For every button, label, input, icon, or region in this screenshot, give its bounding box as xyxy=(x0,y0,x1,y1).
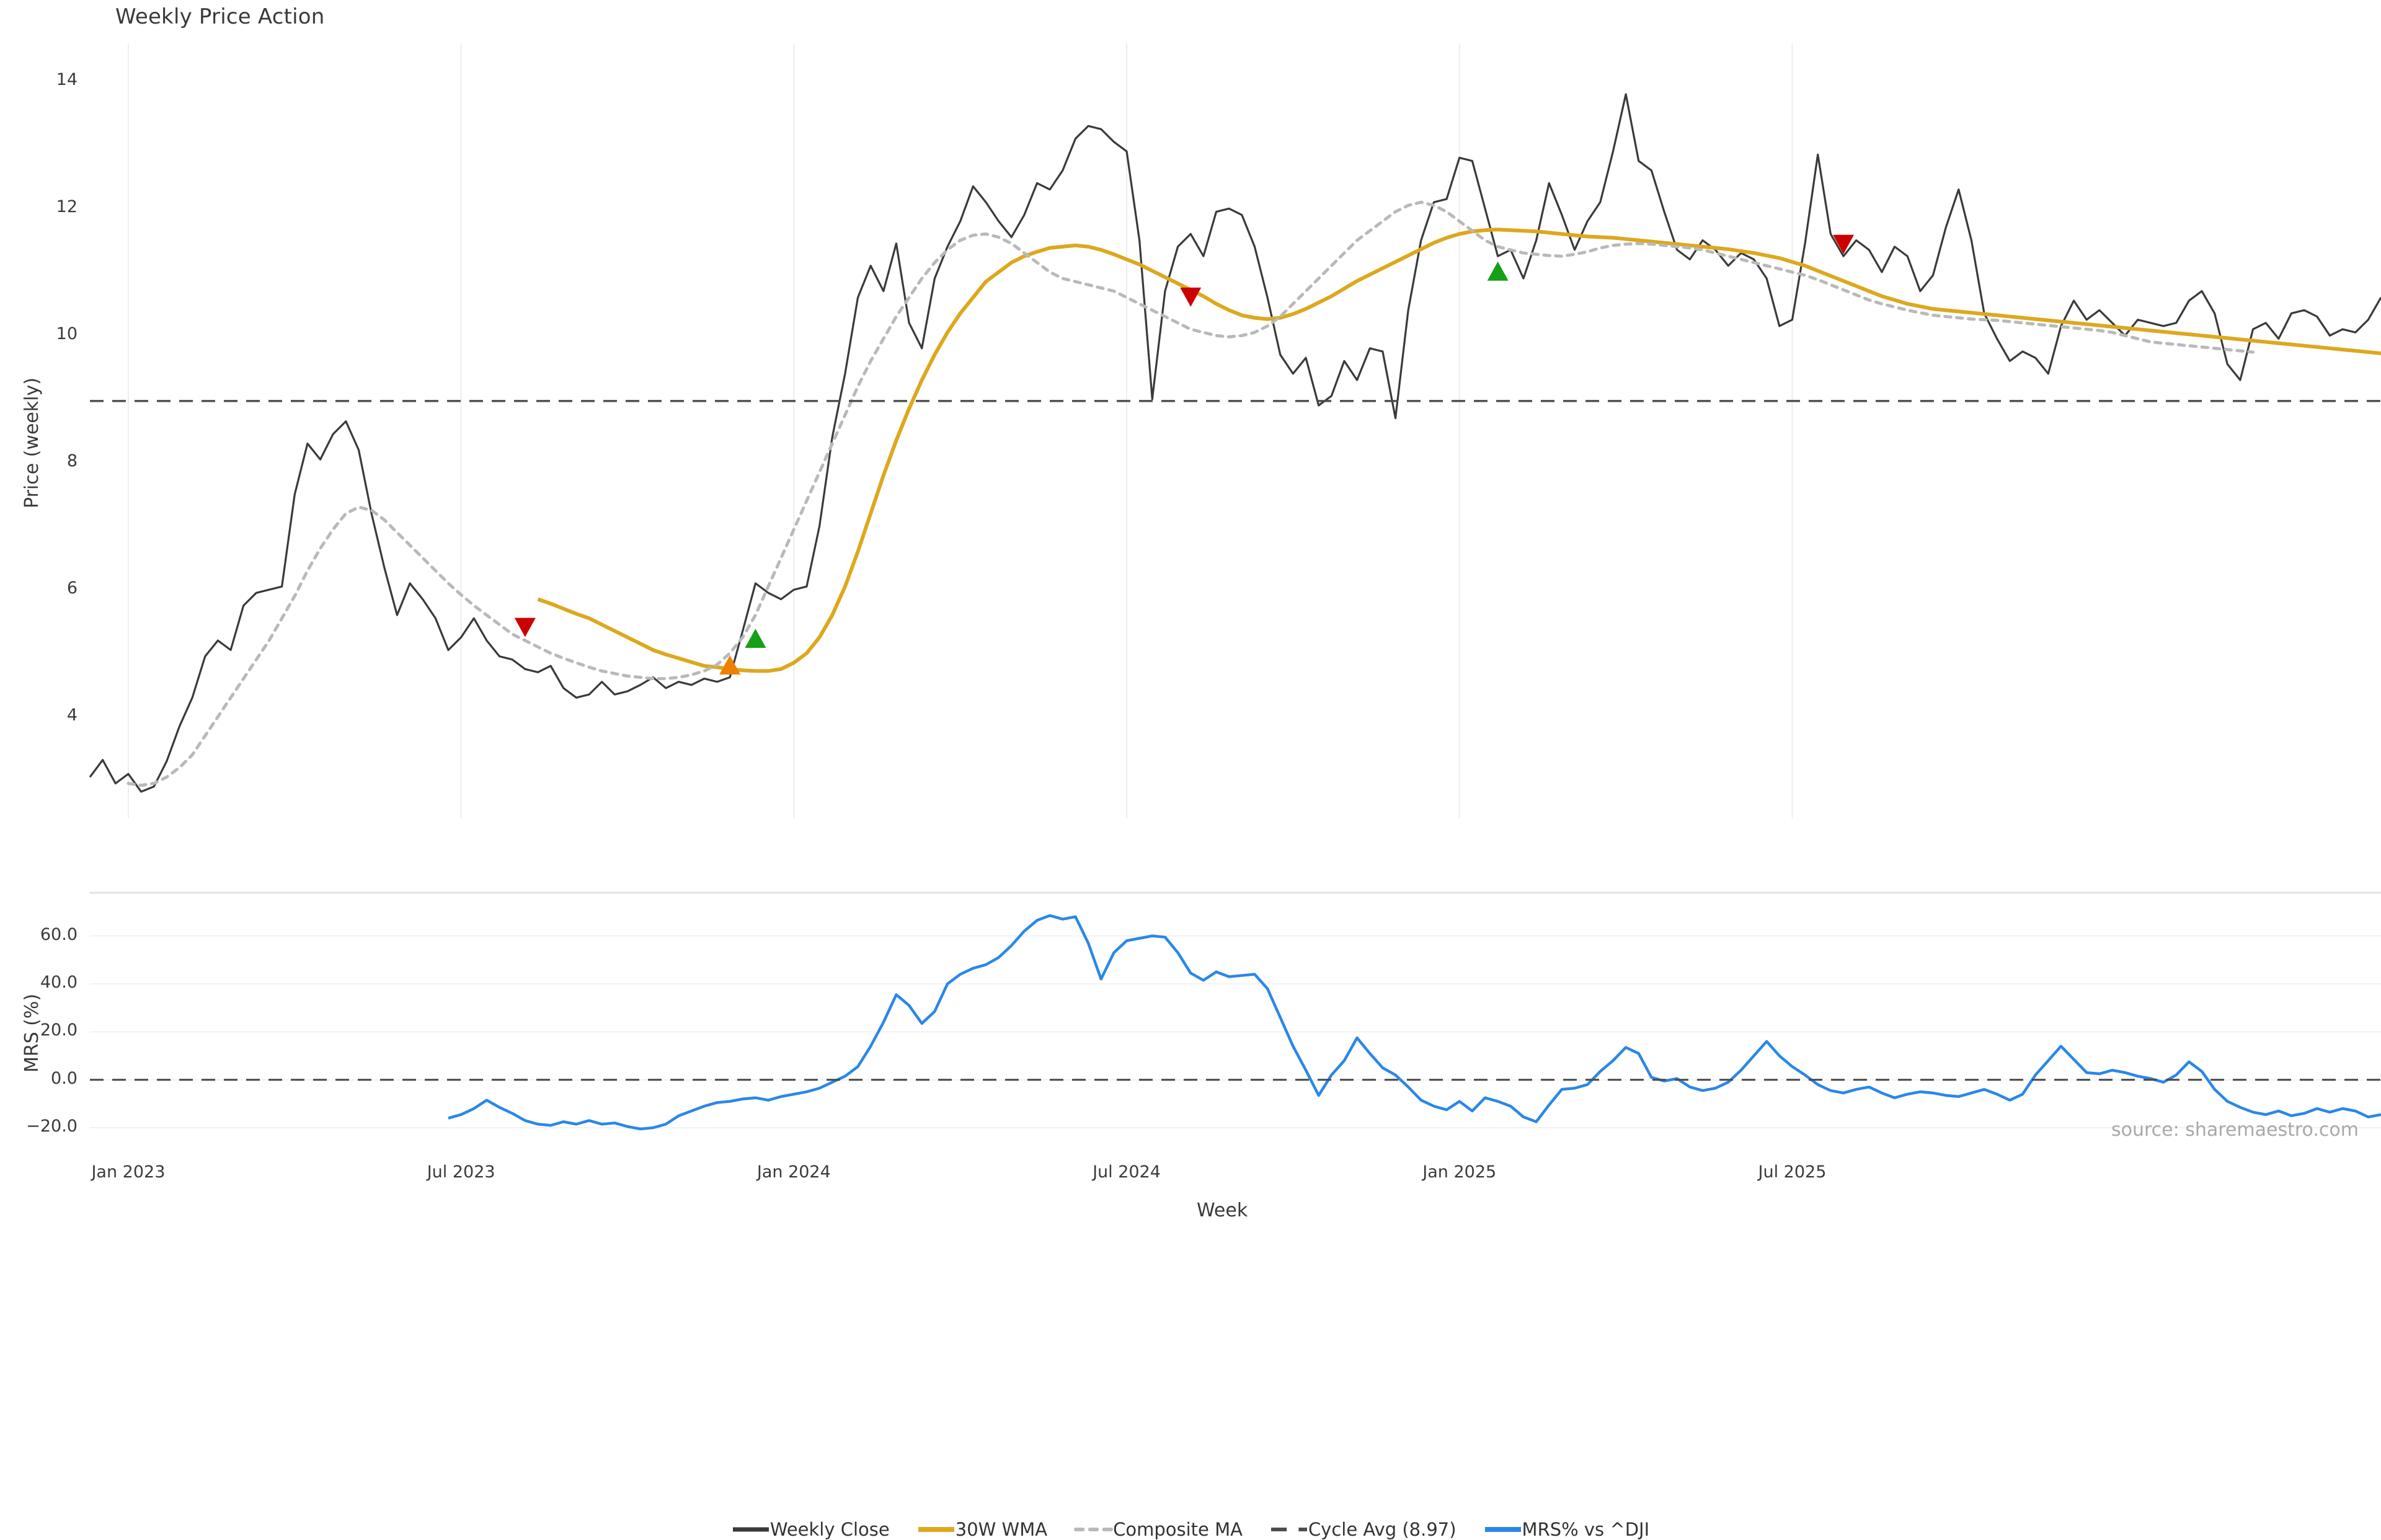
signal-marker-buy-1 xyxy=(719,655,741,675)
legend-swatch-1 xyxy=(918,1527,954,1532)
legend-item-weekly-close[interactable]: Weekly Close xyxy=(732,1519,890,1540)
price-plot-area xyxy=(89,43,2381,818)
chart-figure: Weekly Price Action Price (weekly) 4 6 8 10… xyxy=(21,4,2381,1540)
series-mrs-vs-dji xyxy=(448,914,2381,1131)
x-tick-3: Jul 2024 xyxy=(1093,1162,1161,1182)
chart-title: Weekly Price Action xyxy=(115,4,325,29)
mrs-ytick-3: 0.0 xyxy=(51,1068,78,1088)
price-ytick-4: 12 xyxy=(56,197,78,217)
price-ytick-1: 6 xyxy=(66,578,78,598)
signal-marker-sell-5 xyxy=(1833,234,1855,254)
legend-item-composite-ma[interactable]: Composite MA xyxy=(1074,1519,1243,1540)
series-composite-ma xyxy=(126,200,2255,787)
mrs-ytick-2: 20.0 xyxy=(40,1020,78,1040)
signal-marker-buy-4 xyxy=(1487,261,1509,281)
legend-swatch-4 xyxy=(1484,1527,1521,1532)
price-axis-label: Price (weekly) xyxy=(21,377,43,508)
x-tick-5: Jul 2025 xyxy=(1758,1162,1827,1182)
signal-marker-sell-3 xyxy=(1180,287,1202,307)
x-tick-2: Jan 2024 xyxy=(756,1162,831,1182)
legend-swatch-2 xyxy=(1074,1528,1114,1531)
series-30w-wma xyxy=(537,228,2381,673)
legend-swatch-3 xyxy=(1270,1528,1307,1531)
price-ytick-2: 8 xyxy=(66,451,78,471)
legend-item-30w-wma[interactable]: 30W WMA xyxy=(917,1519,1047,1540)
legend-swatch-0 xyxy=(732,1527,769,1532)
legend-item-mrs-vs-dji[interactable]: MRS% vs ^DJI xyxy=(1484,1519,1650,1540)
series-weekly-close xyxy=(89,93,2381,793)
x-tick-4: Jan 2025 xyxy=(1422,1162,1497,1182)
mrs-panel xyxy=(90,892,2381,1147)
mrs-ytick-0: 60.0 xyxy=(40,924,78,944)
chart-legend: Weekly Close 30W WMA Composite MA Cycle Avg… xyxy=(0,1519,2381,1540)
legend-label-1: 30W WMA xyxy=(955,1519,1048,1540)
signal-marker-sell-0 xyxy=(514,617,536,637)
price-ytick-5: 14 xyxy=(56,70,78,90)
signal-marker-buy-2 xyxy=(745,629,766,648)
price-panel xyxy=(89,43,2381,818)
source-watermark: source: sharemaestro.com xyxy=(2111,1119,2359,1141)
legend-item-cycle-avg-8-97-[interactable]: Cycle Avg (8.97) xyxy=(1270,1519,1457,1540)
mrs-plot-area xyxy=(90,892,2381,1131)
legend-label-0: Weekly Close xyxy=(769,1519,890,1540)
mrs-ytick-4: −20.0 xyxy=(26,1117,78,1136)
legend-label-4: MRS% vs ^DJI xyxy=(1522,1519,1650,1540)
price-ytick-0: 4 xyxy=(66,706,78,725)
legend-label-2: Composite MA xyxy=(1113,1519,1243,1540)
legend-label-3: Cycle Avg (8.97) xyxy=(1308,1519,1457,1540)
x-axis-label: Week xyxy=(1197,1200,1248,1221)
price-ytick-3: 10 xyxy=(56,324,78,344)
x-tick-0: Jan 2023 xyxy=(91,1162,166,1182)
mrs-ytick-1: 40.0 xyxy=(40,972,78,992)
x-tick-1: Jul 2023 xyxy=(427,1162,495,1182)
